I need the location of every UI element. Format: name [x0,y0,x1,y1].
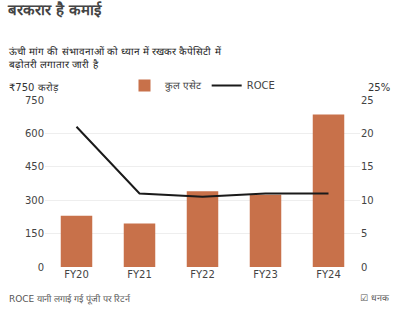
svg-text:ROCE यानी लगाई गई पूंजी पर रिट: ROCE यानी लगाई गई पूंजी पर रिटर्न [9,293,131,305]
svg-text:0: 0 [38,262,44,273]
svg-text:10: 10 [361,195,374,206]
svg-text:750: 750 [25,95,44,106]
svg-text:बरकरार है कमाई: बरकरार है कमाई [7,1,102,19]
svg-text:कुल एसेट: कुल एसेट [165,80,202,92]
svg-text:450: 450 [25,161,44,172]
svg-text:FY23: FY23 [253,269,278,280]
svg-text:150: 150 [25,228,44,239]
svg-text:ROCE: ROCE [247,80,275,91]
svg-text:FY21: FY21 [127,269,152,280]
svg-text:0: 0 [361,262,367,273]
svg-text:15: 15 [361,161,374,172]
svg-text:20: 20 [361,128,374,139]
svg-text:ऊंची मांग की संभावनाओं को ध्या: ऊंची मांग की संभावनाओं को ध्यान में रखकर… [9,46,222,70]
svg-text:₹750 करोड़: ₹750 करोड़ [9,82,59,93]
svg-text:FY24: FY24 [316,269,341,280]
svg-text:25: 25 [361,95,374,106]
svg-text:5: 5 [361,228,367,239]
svg-text:FY20: FY20 [64,269,89,280]
svg-text:300: 300 [25,195,44,206]
svg-text:25%: 25% [368,82,390,93]
svg-text:600: 600 [25,128,44,139]
svg-text:FY22: FY22 [190,269,215,280]
svg-text:☑ धनक: ☑ धनक [360,293,390,303]
